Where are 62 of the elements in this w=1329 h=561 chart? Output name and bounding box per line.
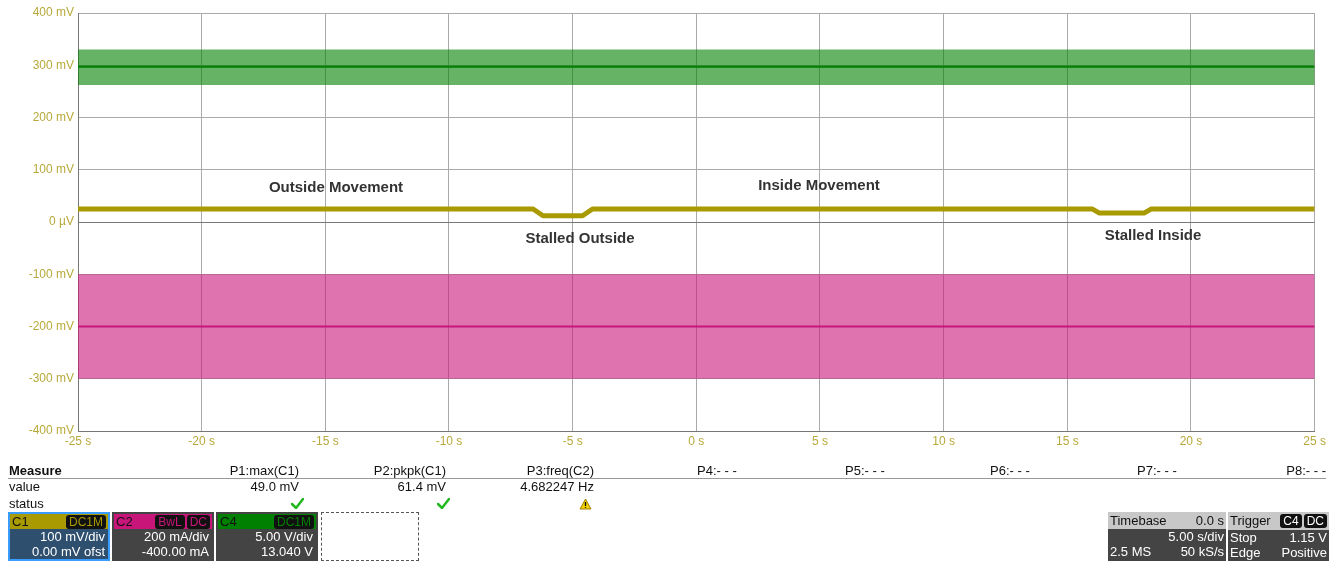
text: P8:- - - xyxy=(1286,463,1326,478)
text: C4 xyxy=(1280,514,1302,528)
text: 5.00 V/div xyxy=(254,529,314,544)
text: 0.00 mV ofst xyxy=(31,544,106,559)
text: C4 xyxy=(220,514,237,529)
y-tick-label: 400 mV xyxy=(32,5,74,20)
x-tick-label: 0 s xyxy=(688,433,705,448)
text: 1.15 V xyxy=(1289,530,1327,545)
x-tick-label: -5 s xyxy=(562,433,583,448)
y-tick-label: -300 mV xyxy=(28,371,74,386)
annotation: Stalled Outside xyxy=(525,228,635,246)
text: status xyxy=(9,496,44,511)
text: Timebase xyxy=(1110,512,1167,529)
text: P1:max(C1) xyxy=(229,463,299,478)
text: 200 mA/div xyxy=(142,529,210,544)
x-tick-label: 5 s xyxy=(811,433,828,448)
x-tick-label: 15 s xyxy=(1055,433,1079,448)
text: DC1M xyxy=(273,515,314,529)
text: Trigger xyxy=(1230,512,1271,530)
y-tick-label: -200 mV xyxy=(28,318,74,333)
text: 49.0 mV xyxy=(250,479,299,494)
text: C1 xyxy=(12,514,29,529)
text: DC xyxy=(1303,514,1327,528)
text: P4:- - - xyxy=(697,463,737,478)
annotation: Outside Movement xyxy=(268,177,404,195)
text: P6:- - - xyxy=(990,463,1030,478)
text: 0.0 s xyxy=(1195,512,1224,529)
x-tick-label: -25 s xyxy=(64,433,92,448)
x-tick-label: 20 s xyxy=(1179,433,1203,448)
x-tick-label: -10 s xyxy=(435,433,463,448)
text: 2.5 MS xyxy=(1110,544,1152,559)
text: 50 kS/s xyxy=(1180,544,1224,559)
y-tick-label: 100 mV xyxy=(32,162,74,177)
annotation: Stalled Inside xyxy=(1104,225,1202,243)
text: Measure xyxy=(9,463,62,478)
y-tick-label: 200 mV xyxy=(32,109,74,124)
text: 100 mV/div xyxy=(38,529,106,544)
text: Stop xyxy=(1230,530,1257,545)
text: P2:pkpk(C1) xyxy=(373,463,446,478)
text: 4.682247 Hz xyxy=(520,479,594,494)
text: 5.00 s/div xyxy=(1168,529,1224,544)
x-tick-label: -15 s xyxy=(311,433,339,448)
text: DC xyxy=(186,515,210,529)
x-tick-label: 10 s xyxy=(932,433,956,448)
text: P7:- - - xyxy=(1137,463,1177,478)
y-tick-label: -100 mV xyxy=(28,266,74,281)
text: Edge xyxy=(1230,545,1261,560)
y-tick-label: 300 mV xyxy=(32,57,74,72)
text: P3:freq(C2) xyxy=(526,463,594,478)
annotation: Inside Movement xyxy=(758,175,880,193)
x-tick-label: 25 s xyxy=(1303,433,1326,448)
text: BwL xyxy=(155,515,185,529)
y-tick-label: 0 µV xyxy=(49,214,74,229)
text: DC1M xyxy=(65,515,106,529)
text: C2 xyxy=(116,514,133,529)
text: 61.4 mV xyxy=(397,479,446,494)
x-tick-label: -20 s xyxy=(188,433,216,448)
text: P5:- - - xyxy=(845,463,885,478)
text: 13.040 V xyxy=(259,544,314,559)
text: Positive xyxy=(1281,545,1327,560)
text: -400.00 mA xyxy=(140,544,210,559)
text: value xyxy=(9,479,41,494)
